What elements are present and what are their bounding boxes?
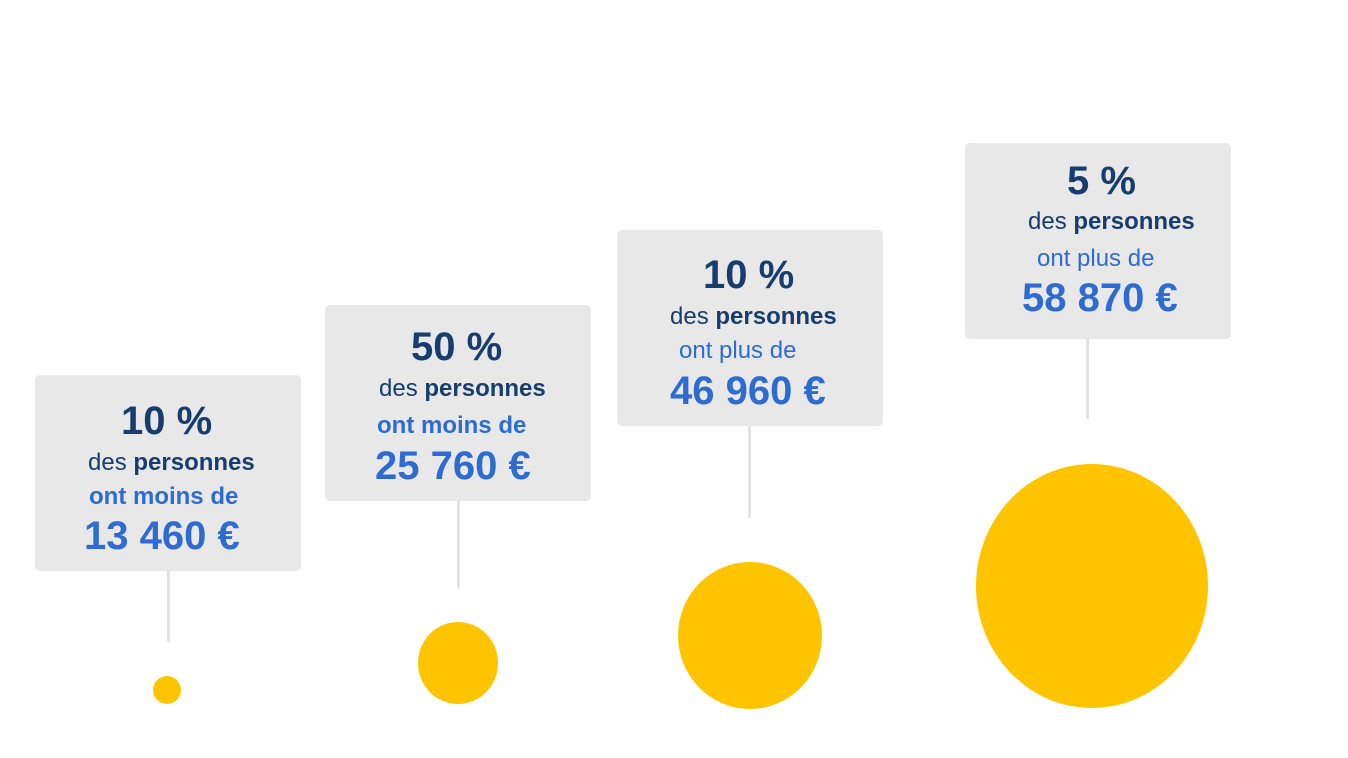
income-card-2	[325, 305, 591, 501]
card-4-comparison: ont plus de	[1037, 245, 1155, 272]
card-4-personnes: personnes	[1073, 208, 1195, 235]
card-2-des: des	[379, 375, 425, 402]
card-3-des-personnes: des personnes	[670, 305, 837, 329]
card-1-personnes: personnes	[133, 449, 255, 476]
card-3-connector	[748, 426, 751, 518]
card-2-amount: 25 760 €	[375, 444, 531, 488]
card-3-percent: 10 %	[703, 253, 795, 297]
card-3-des: des	[670, 303, 716, 330]
card-3-personnes: personnes	[715, 303, 837, 330]
card-4-des: des	[1028, 208, 1074, 235]
coin-circle-2	[418, 622, 498, 704]
card-2-connector	[457, 501, 460, 588]
card-2-personnes: personnes	[424, 375, 546, 402]
card-1-amount: 13 460 €	[84, 514, 240, 558]
card-1-des: des	[88, 449, 134, 476]
card-4-connector	[1086, 339, 1089, 419]
coin-circle-4	[976, 464, 1208, 708]
card-3-amount: 46 960 €	[670, 369, 826, 413]
card-2-percent: 50 %	[411, 325, 503, 369]
card-3-comparison: ont plus de	[679, 337, 797, 364]
card-2-des-personnes: des personnes	[379, 377, 546, 401]
income-card-4	[965, 143, 1231, 339]
card-1-connector	[167, 571, 170, 642]
card-4-amount: 58 870 €	[1022, 276, 1178, 320]
card-4-percent: 5 %	[1067, 159, 1136, 203]
card-2-comparison: ont moins de	[377, 412, 527, 439]
card-4-des-personnes: des personnes	[1028, 210, 1195, 234]
income-card-1	[35, 375, 301, 571]
coin-circle-1	[153, 676, 181, 704]
card-1-comparison: ont moins de	[89, 483, 239, 510]
card-1-des-personnes: des personnes	[88, 451, 255, 475]
income-card-3	[617, 230, 883, 426]
card-1-percent: 10 %	[121, 399, 213, 443]
coin-circle-3	[678, 562, 822, 709]
